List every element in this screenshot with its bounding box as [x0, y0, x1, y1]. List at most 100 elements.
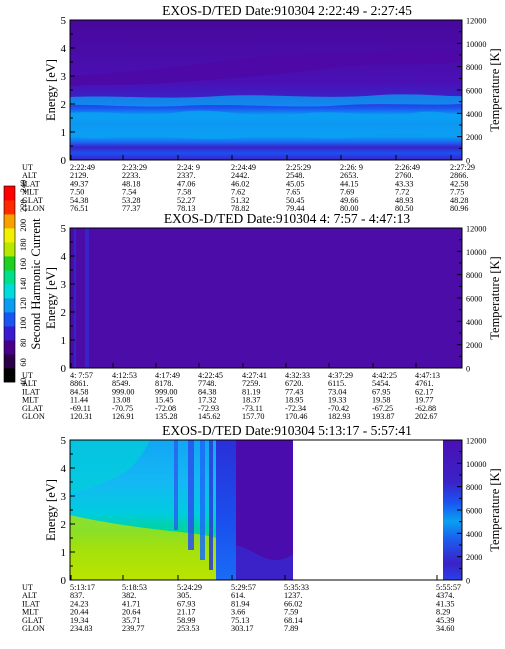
panel-1-band-high [70, 94, 462, 107]
table-cell: 19.34 [70, 616, 88, 625]
panel-3-y2label: Temperature [K] [488, 468, 502, 551]
panel-3-stripe-1 [174, 440, 178, 530]
table-row-label: ALT [22, 379, 37, 388]
table-cell: 2:27:29 [450, 163, 475, 172]
temperature-tick-label: 0 [466, 577, 470, 586]
table-cell: 77.43 [285, 387, 303, 396]
table-cell: 13.08 [112, 396, 130, 405]
panel-3: EXOS-D/TED Date:910304 5:13:17 - 5:57:41… [22, 423, 502, 633]
table-cell: 305. [177, 591, 191, 600]
table-cell: 4:37:29 [328, 371, 353, 380]
table-cell: 4374. [436, 591, 454, 600]
table-cell: 15.45 [155, 396, 173, 405]
table-cell: 303.17 [231, 624, 254, 633]
energy-tick-label: 2 [61, 519, 67, 531]
table-cell: 5:29:57 [231, 583, 256, 592]
table-cell: 7259. [242, 379, 260, 388]
table-row-label: UT [22, 583, 33, 592]
table-cell: 20.44 [70, 608, 88, 617]
table-cell: 76.51 [70, 204, 88, 213]
colorbar-cell [4, 312, 15, 327]
colorbar-cell [4, 242, 15, 257]
table-cell: 8178. [155, 379, 173, 388]
table-row-label: ALT [22, 171, 37, 180]
colorbar-tick-label: 100 [18, 317, 28, 330]
table-row-label: GLAT [22, 616, 43, 625]
colorbar-tick-label: 140 [18, 278, 28, 291]
table-cell: 202.67 [415, 412, 438, 421]
table-row-label: GLAT [22, 196, 43, 205]
panel-2-y2label: Temperature [K] [488, 256, 502, 339]
table-cell: 51.32 [231, 196, 249, 205]
temperature-tick-label: 12000 [466, 225, 486, 234]
colorbar-tick-label: 60 [18, 358, 28, 367]
colorbar-tick-label: 180 [18, 238, 28, 251]
colorbar-cell [4, 256, 15, 271]
panel-1-title: EXOS-D/TED Date:910304 2:22:49 - 2:27:45 [162, 3, 412, 18]
table-cell: 4: 7:57 [70, 371, 93, 380]
table-cell: 45.39 [436, 616, 454, 625]
table-cell: 18.37 [242, 396, 260, 405]
energy-tick-label: 4 [61, 463, 67, 475]
table-cell: 21.17 [177, 608, 195, 617]
table-cell: 44.15 [340, 179, 358, 188]
table-cell: 80.00 [340, 204, 358, 213]
temperature-tick-label: 12000 [466, 17, 486, 26]
table-cell: 5:35:33 [284, 583, 309, 592]
energy-tick-label: 0 [61, 155, 67, 167]
table-cell: 6115. [328, 379, 346, 388]
table-cell: 48.93 [395, 196, 413, 205]
panel-1-heatmap [70, 20, 462, 160]
table-cell: 182.93 [328, 412, 351, 421]
colorbar-tick-label: 160 [18, 258, 28, 271]
panel-2-heatmap [70, 228, 462, 368]
table-cell: 66.02 [284, 599, 302, 608]
panel-1-upper-patch [70, 48, 462, 86]
table-cell: 2:25:29 [286, 163, 311, 172]
table-cell: 614. [231, 591, 245, 600]
table-cell: 58.99 [177, 616, 195, 625]
colorbar-cell [4, 354, 15, 369]
colorbar-cell [4, 214, 15, 229]
temperature-tick-label: 0 [466, 157, 470, 166]
colorbar-label: Second Harmonic Current [29, 218, 43, 350]
table-cell: 47.06 [177, 179, 195, 188]
panel-3-heatmap-right [443, 440, 462, 580]
table-cell: 4:17:49 [155, 371, 180, 380]
colorbar-tick-label: 220 [18, 199, 28, 212]
panel-3-yellow-base [70, 515, 216, 580]
table-row-label: UT [22, 371, 33, 380]
table-cell: 2:24:49 [231, 163, 256, 172]
table-cell: 4:22:45 [198, 371, 223, 380]
table-cell: 84.58 [70, 387, 88, 396]
energy-tick-label: 3 [61, 279, 67, 291]
table-row-label: MLT [22, 396, 39, 405]
table-cell: 41.35 [436, 599, 454, 608]
energy-tick-label: 3 [61, 71, 67, 83]
table-cell: 54.38 [70, 196, 88, 205]
table-cell: 120.31 [70, 412, 93, 421]
colorbar-cell [4, 326, 15, 341]
table-cell: 239.77 [122, 624, 145, 633]
table-cell: 2337. [177, 171, 195, 180]
table-cell: -69.11 [70, 404, 91, 413]
table-cell: 18.95 [285, 396, 303, 405]
table-cell: 53.28 [122, 196, 140, 205]
table-cell: 43.33 [395, 179, 413, 188]
panel-1-ylabel: Energy [eV] [44, 59, 58, 121]
table-cell: 5454. [372, 379, 390, 388]
table-cell: 7.75 [450, 188, 464, 197]
panel-1-y2label: Temperature [K] [488, 48, 502, 131]
table-cell: 19.33 [328, 396, 346, 405]
table-cell: 7.59 [284, 608, 298, 617]
table-cell: 170.46 [285, 412, 308, 421]
table-cell: 46.02 [231, 179, 249, 188]
table-cell: 77.37 [122, 204, 140, 213]
temperature-tick-label: 6000 [466, 295, 482, 304]
energy-tick-label: 1 [61, 335, 67, 347]
table-cell: 7.58 [177, 188, 191, 197]
energy-tick-label: 4 [61, 43, 67, 55]
table-cell: 80.50 [395, 204, 413, 213]
table-cell: 253.53 [177, 624, 200, 633]
table-row-label: ALT [22, 591, 37, 600]
